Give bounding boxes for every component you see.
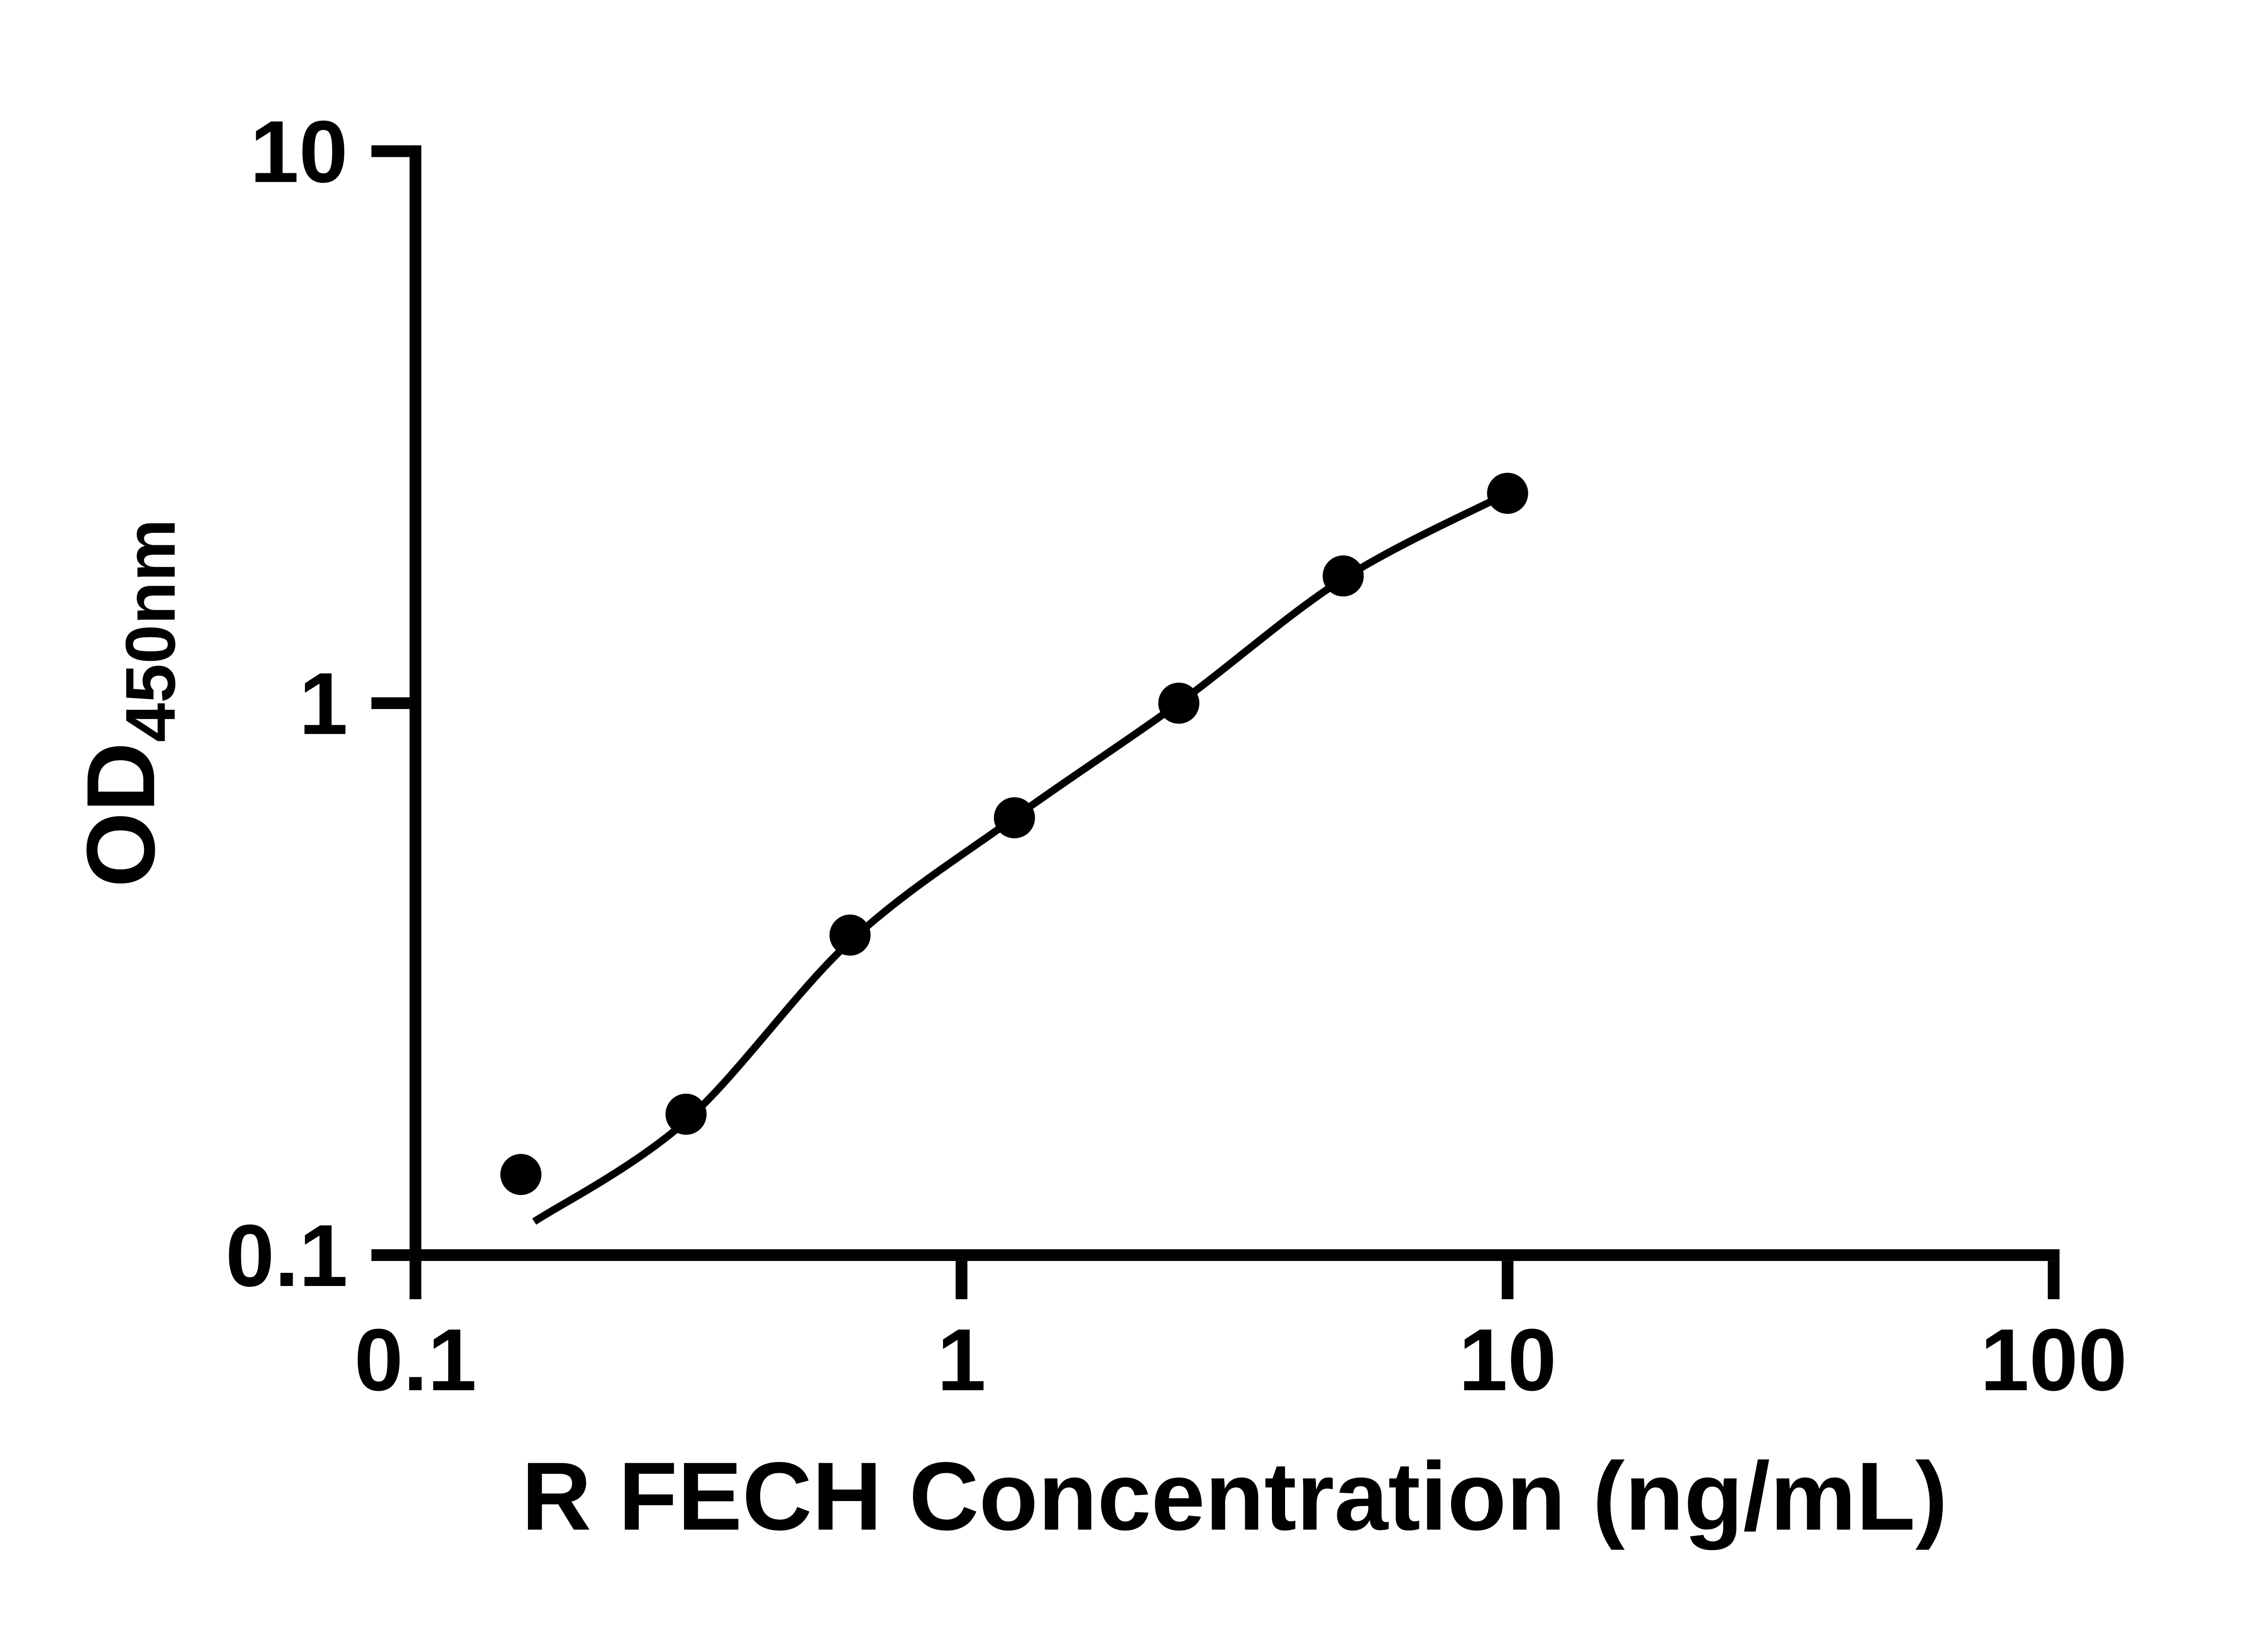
y-axis-title-main: OD [67,742,175,887]
x-axis-title: R FECH Concentration (ng/mL) [522,1442,1948,1550]
data-point [1322,555,1364,597]
data-point [1158,682,1200,724]
data-point [500,1154,542,1195]
data-point [665,1094,707,1135]
data-point [994,797,1035,839]
y-axis-title: OD450nm [67,519,190,888]
x-tick-label: 0.1 [354,1311,477,1409]
x-tick-label: 1 [937,1311,986,1409]
plot-area: 0.1 1 10 100 0.1 1 10 [225,103,2127,1409]
y-tick-label: 0.1 [225,1207,348,1305]
x-tick-label: 100 [1980,1311,2127,1409]
y-tick-label: 1 [299,655,348,753]
y-axis-title-subscript: 450nm [111,519,190,742]
y-tick-label: 10 [250,103,348,201]
data-point [1487,473,1528,514]
axes [409,145,2060,1261]
data-point [829,914,871,956]
x-tick-label: 10 [1459,1311,1557,1409]
